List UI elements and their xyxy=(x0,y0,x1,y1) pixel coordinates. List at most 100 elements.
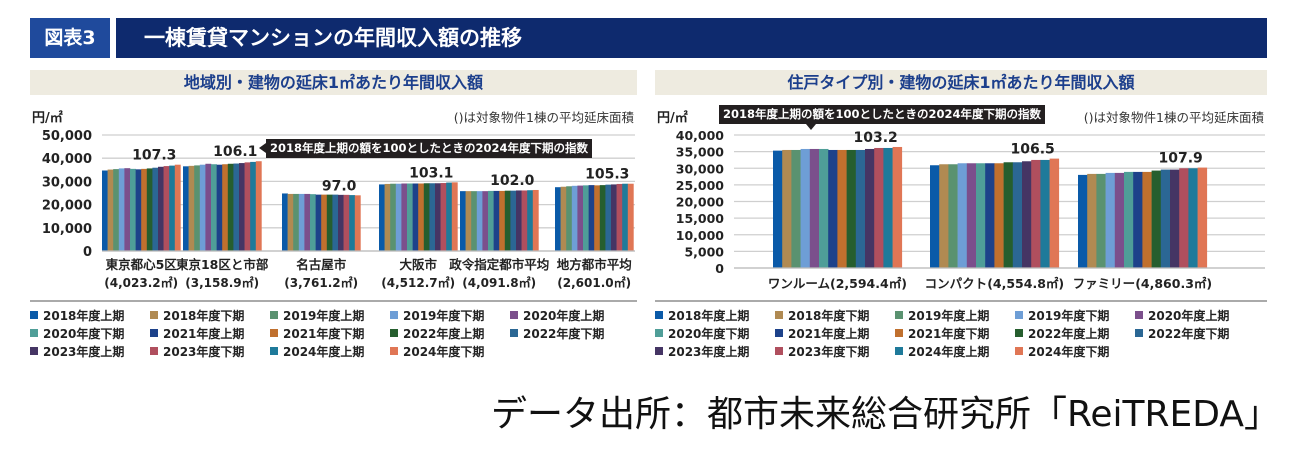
x-category-area: (3,158.9㎡) xyxy=(185,275,259,290)
legend-row: 2023年度上期 2023年度下期 2024年度上期 2024年度下期 xyxy=(30,342,637,360)
bar xyxy=(605,184,612,251)
y-tick-label: 25,000 xyxy=(676,178,725,193)
legend-label: 2018年度下期 xyxy=(788,308,870,323)
legend-swatch xyxy=(510,311,518,319)
legend-swatch xyxy=(775,329,783,337)
bar xyxy=(800,148,811,268)
y-axis-unit-label: 円/㎡ xyxy=(657,111,688,126)
bar xyxy=(135,169,142,251)
bar xyxy=(527,190,534,251)
bar xyxy=(102,170,108,251)
bar xyxy=(930,165,940,268)
bar xyxy=(250,161,257,251)
bar xyxy=(460,191,466,251)
legend-label: 2021年度下期 xyxy=(283,326,365,341)
bar xyxy=(560,186,567,251)
bar xyxy=(216,164,223,251)
bar xyxy=(476,191,483,251)
legend-swatch xyxy=(1135,311,1143,319)
bar xyxy=(384,183,391,251)
bar xyxy=(1188,168,1198,268)
legend: 2018年度上期 2018年度下期 2019年度上期 2019年度下期 2020年度上期… xyxy=(655,300,1267,360)
bar xyxy=(994,163,1004,268)
legend-label: 2020年度上期 xyxy=(1148,308,1230,323)
legend-label: 2019年度上期 xyxy=(908,308,990,323)
legend-label: 2023年度下期 xyxy=(788,344,870,359)
bar xyxy=(174,164,181,251)
bar xyxy=(532,189,539,251)
legend-item: 2019年度上期 xyxy=(270,306,390,324)
bar xyxy=(282,193,288,251)
bar xyxy=(791,149,801,268)
callout-pointer xyxy=(806,124,816,130)
y-tick-label: 35,000 xyxy=(676,145,725,160)
bar xyxy=(594,185,601,251)
bar xyxy=(423,183,430,251)
legend-item: 2024年度下期 xyxy=(390,342,510,360)
bar xyxy=(471,191,478,251)
bar xyxy=(429,183,436,251)
bar xyxy=(390,183,397,251)
legend-item: 2020年度下期 xyxy=(655,324,775,342)
bar xyxy=(1078,174,1088,268)
legend-swatch xyxy=(1015,347,1023,355)
legend-label: 2019年度下期 xyxy=(1028,308,1110,323)
x-category-area: (4,023.2㎡) xyxy=(104,275,178,290)
figure-header: 図表3 一棟賃貸マンションの年間収入額の推移 xyxy=(30,18,1267,58)
legend-item: 2021年度上期 xyxy=(775,324,895,342)
chart-panel-region: 地域別・建物の延床1㎡あたり年間収入額 円/㎡ ()は対象物件1棟の平均延床面積… xyxy=(30,70,637,365)
bar xyxy=(1114,172,1125,268)
x-category-area: (4,512.7㎡) xyxy=(381,275,455,290)
bar-chart-region: 0 10,000 20,000 30,000 40,000 50,000 107.3 東京都心… xyxy=(42,129,635,290)
bar xyxy=(446,182,453,251)
x-category-label: ファミリー(4,860.3㎡) xyxy=(1073,276,1212,291)
index-data-label: 103.2 xyxy=(854,130,898,146)
bar xyxy=(499,190,506,251)
legend-row: 2018年度上期 2018年度下期 2019年度上期 2019年度下期 2020年度上期 xyxy=(655,306,1267,324)
bar xyxy=(343,194,350,251)
legend-label: 2022年度上期 xyxy=(1028,326,1110,341)
legend-item: 2018年度下期 xyxy=(150,306,270,324)
x-category-name: ファミリー xyxy=(1073,276,1136,291)
x-category-label: 東京都心5区 xyxy=(106,257,178,272)
bar xyxy=(516,190,522,251)
bar xyxy=(1124,171,1134,268)
bar xyxy=(1096,173,1106,268)
bar xyxy=(1142,171,1152,268)
bar xyxy=(418,183,425,251)
bar xyxy=(435,183,441,251)
legend-item: 2024年度上期 xyxy=(895,342,1015,360)
bar xyxy=(782,149,792,268)
legend-swatch xyxy=(775,311,783,319)
legend-swatch xyxy=(655,311,663,319)
bar xyxy=(465,191,472,251)
y-tick-label: 5,000 xyxy=(684,244,724,259)
legend-item: 2019年度下期 xyxy=(390,306,510,324)
bar xyxy=(599,185,606,251)
bar xyxy=(321,194,328,251)
legend-item: 2018年度上期 xyxy=(655,306,775,324)
area-note: ()は対象物件1棟の平均延床面積 xyxy=(453,110,634,125)
legend-item: 2021年度下期 xyxy=(895,324,1015,342)
x-category-area: (2,594.4㎡) xyxy=(830,276,907,291)
legend-label: 2018年度上期 xyxy=(43,308,125,323)
legend-item: 2022年度下期 xyxy=(1135,324,1255,342)
data-source: データ出所：都市未来総合研究所「ReiTREDA」 xyxy=(490,394,1280,435)
bar xyxy=(874,147,884,268)
bar xyxy=(809,148,820,268)
bar xyxy=(146,168,153,251)
legend-row: 2018年度上期 2018年度下期 2019年度上期 2019年度下期 2020年度上期 xyxy=(30,306,637,324)
y-tick-label: 40,000 xyxy=(42,152,92,167)
x-category-label: 大阪市 xyxy=(399,257,437,272)
legend-swatch xyxy=(895,347,903,355)
y-tick-label: 40,000 xyxy=(676,128,725,143)
bar xyxy=(239,163,245,251)
index-data-label: 107.9 xyxy=(1159,151,1203,167)
x-category-area: (3,761.2㎡) xyxy=(284,275,358,290)
index-data-label: 105.3 xyxy=(585,167,629,183)
bar xyxy=(883,147,893,268)
bar xyxy=(298,193,305,251)
bar xyxy=(957,163,968,268)
y-tick-label: 0 xyxy=(83,245,92,260)
bar xyxy=(622,183,629,251)
